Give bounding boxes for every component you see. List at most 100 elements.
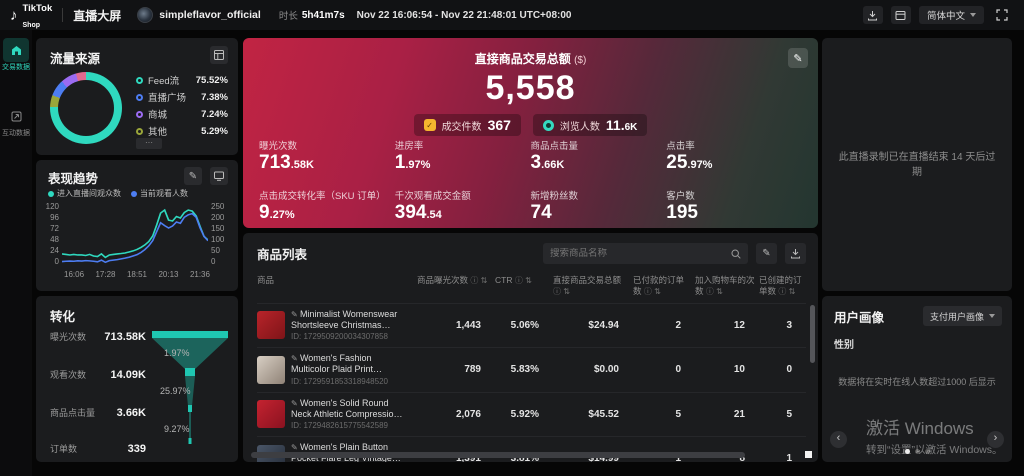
carousel-dot[interactable]	[914, 449, 920, 454]
download-button[interactable]	[862, 6, 883, 24]
axis-tick: 200	[211, 213, 225, 222]
gmv-hero-panel: ✎ 直接商品交易总额 ($) 5,558 ✓ 成交件数 367 浏览人数 11.…	[243, 38, 818, 228]
page-title: 直播大屏	[73, 8, 122, 23]
metric-value: 9	[259, 201, 270, 223]
cell-paid-orders: 5	[633, 391, 695, 437]
vertical-scrollbar[interactable]	[810, 305, 815, 363]
info-icon[interactable]: ⓘ	[514, 276, 523, 285]
col-exposures[interactable]: 商品曝光次数 ⓘ ⇅	[417, 275, 488, 285]
axis-tick: 20:13	[158, 270, 179, 279]
tiktok-shop-logo[interactable]: ♪ TikTok Shop	[10, 0, 52, 31]
trend-display-button[interactable]	[210, 167, 228, 185]
cell-gmv: $14.99	[553, 436, 633, 462]
legend-item-feed[interactable]: Feed流 75.52%	[136, 74, 228, 87]
viewers-icon	[542, 119, 554, 131]
metric-ctr: 点击率 25.97%	[666, 138, 802, 174]
cell-ctr: 5.06%	[495, 302, 553, 348]
sidebar-item-engagement-data[interactable]: 互动数据	[1, 104, 31, 138]
carousel-dot[interactable]	[924, 449, 930, 454]
product-name[interactable]: ✎ Women's Solid Round Neck Athletic Comp…	[291, 397, 399, 419]
funnel-step-label: 订单数	[50, 444, 78, 454]
carousel-dot[interactable]	[904, 449, 910, 454]
axis-tick: 18:51	[126, 270, 147, 279]
col-gmv[interactable]: 直接商品交易总额 ⓘ ⇅	[553, 275, 622, 296]
info-icon[interactable]: ⓘ	[553, 286, 561, 296]
avatar[interactable]	[137, 7, 154, 23]
product-name[interactable]: ✎ Women's Fashion Multicolor Plaid Print…	[291, 353, 374, 375]
table-row[interactable]: ✎ Women's Plain Button Pocket Flare Leg …	[257, 436, 806, 462]
monitor-icon	[214, 171, 224, 181]
table-row[interactable]: ✎ Women's Fashion Multicolor Plaid Print…	[257, 347, 806, 393]
product-image	[257, 400, 285, 429]
products-edit-button[interactable]: ✎	[756, 243, 777, 264]
display-mode-button[interactable]	[890, 6, 911, 24]
legend-dot-icon	[136, 127, 143, 135]
legend-item-live-square[interactable]: 直播广场 7.38%	[136, 91, 228, 104]
items-sold-icon: ✓	[423, 119, 436, 131]
language-selector[interactable]: 简体中文	[918, 6, 984, 24]
legend-item-mall[interactable]: 商城 7.24%	[136, 108, 228, 121]
legend-more-button[interactable]: ···	[136, 138, 162, 149]
metric-click-conversion: 点击成交转化率（SKU 订单） 9.27%	[259, 188, 395, 224]
legend-dot-icon	[131, 190, 137, 197]
duration-value: 5h41m7s	[301, 9, 345, 21]
sidebar-item-trade-data[interactable]: 交易数据	[1, 38, 31, 72]
product-name[interactable]: ✎ Minimalist Womenswear Shortsleeve Chri…	[291, 308, 398, 330]
sort-icon[interactable]: ⇅	[654, 286, 661, 296]
col-add-to-cart[interactable]: 加入购物车的次数 ⓘ ⇅	[695, 275, 755, 296]
sort-icon[interactable]: ⇅	[563, 286, 570, 296]
panel-icon	[895, 10, 906, 20]
engagement-icon	[11, 111, 21, 122]
search-input[interactable]	[550, 248, 731, 259]
legend-dot-icon	[48, 190, 54, 197]
trend-legend-current[interactable]: 当前观看人数	[131, 188, 188, 199]
metric-value: 74	[530, 201, 552, 223]
sort-icon[interactable]: ⇅	[716, 286, 723, 296]
info-icon[interactable]: ⓘ	[778, 286, 787, 296]
sort-icon[interactable]: ⇅	[788, 286, 796, 296]
badge-value: 11.	[605, 117, 625, 133]
info-icon[interactable]: ⓘ	[705, 286, 714, 296]
col-paid-orders[interactable]: 已付款的订单数 ⓘ ⇅	[633, 275, 685, 296]
trend-edit-button[interactable]: ✎	[184, 167, 202, 185]
carousel-next-button[interactable]: ›	[987, 431, 1004, 448]
legend-item-other[interactable]: 其他 5.29%	[136, 125, 228, 138]
cell-add-to-cart: 10	[695, 347, 759, 393]
metric-value-sub: .54	[426, 208, 442, 221]
legend-pct: 5.29%	[201, 125, 228, 137]
funnel-step: 观看次数 14.09K	[50, 368, 146, 381]
metric-product-clicks: 商品点击量 3.66K	[531, 138, 667, 174]
cell-paid-orders: 1	[633, 436, 695, 462]
sort-icon[interactable]: ⇅	[525, 276, 532, 285]
horizontal-scrollbar[interactable]	[251, 452, 745, 458]
product-image	[257, 311, 285, 340]
info-icon[interactable]: ⓘ	[643, 286, 652, 296]
metric-label: 曝光次数	[259, 141, 298, 152]
table-row[interactable]: ✎ Women's Solid Round Neck Athletic Comp…	[257, 391, 806, 437]
product-search[interactable]	[543, 243, 748, 264]
badge-viewers: 浏览人数 11.6K	[532, 114, 648, 136]
carousel-prev-button[interactable]: ‹	[830, 431, 847, 448]
persona-type-dropdown[interactable]: 支付用户画像	[922, 306, 1002, 326]
traffic-view-button[interactable]	[210, 46, 228, 64]
products-download-button[interactable]	[785, 243, 806, 264]
sort-icon[interactable]: ⇅	[480, 276, 488, 285]
axis-tick: 24	[50, 246, 59, 255]
gmv-currency: ($)	[574, 55, 587, 66]
hero-edit-button[interactable]: ✎	[788, 48, 808, 68]
download-icon	[791, 249, 800, 259]
col-ctr[interactable]: CTR ⓘ ⇅	[495, 275, 532, 285]
cell-paid-orders: 2	[633, 302, 695, 348]
cell-created-orders: 3	[759, 302, 806, 348]
legend-label: 进入直播间观众数	[57, 189, 121, 198]
trend-legend-entered[interactable]: 进入直播间观众数	[48, 188, 121, 199]
table-row[interactable]: ✎ Minimalist Womenswear Shortsleeve Chri…	[257, 302, 806, 348]
metric-new-followers: 新增粉丝数 74	[531, 188, 667, 224]
col-product[interactable]: 商品	[257, 275, 275, 285]
fullscreen-button[interactable]	[992, 6, 1012, 24]
info-icon[interactable]: ⓘ	[470, 276, 479, 285]
traffic-donut[interactable]	[50, 72, 122, 144]
col-created-orders[interactable]: 已创建的订单数 ⓘ ⇅	[759, 275, 802, 296]
funnel-rate: 1.97%	[164, 348, 190, 358]
funnel-step-value: 339	[127, 442, 146, 455]
